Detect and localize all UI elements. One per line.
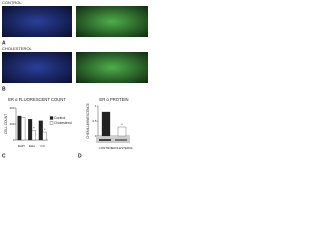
chart-title: ER α PROTEIN [99, 97, 128, 102]
figure: CONTROL A CHOLESTEROL B C D ER α FLUORES… [2, 0, 148, 159]
dapi-image [2, 52, 72, 83]
chart-title: ER α FLUORESCENT COUNT [8, 97, 66, 102]
merged-image [76, 6, 148, 37]
y-tick-label: 0 [13, 138, 15, 142]
y-tick-label: 100 [9, 122, 14, 126]
x-tick-label: CONTROL [99, 146, 114, 150]
bar [28, 119, 33, 141]
x-tick-label: CO [40, 144, 45, 148]
y-axis-label: CHEMILUMINESCENCE [86, 103, 90, 139]
blot-band [99, 139, 111, 141]
bar [42, 131, 47, 141]
y-tick-label: 0.5 [92, 119, 97, 123]
bar [17, 115, 22, 141]
control-label: CONTROL [2, 0, 22, 5]
blot-band [115, 139, 127, 141]
merged-image [76, 52, 148, 83]
dapi-image [2, 6, 72, 37]
y-axis-label: CELL COUNT [4, 114, 8, 134]
x-tick-label: CHOLESTEROL [111, 146, 134, 150]
bar [117, 126, 127, 137]
bar [31, 130, 36, 141]
annotation: * [44, 127, 46, 132]
y-tick-label: 0 [95, 134, 97, 138]
y-tick-label: 200 [9, 106, 14, 110]
x-tick-label: ERα [29, 144, 35, 148]
bar [101, 111, 111, 137]
legend-swatch [49, 121, 54, 125]
x-tick-label: DAPI [18, 144, 25, 148]
legend-swatch [49, 116, 54, 120]
legend-label: Cholesterol [54, 121, 72, 125]
bar [21, 117, 26, 141]
cholesterol-label: CHOLESTEROL [2, 46, 33, 51]
panel-label: C [2, 153, 6, 159]
y-tick-label: 1 [95, 104, 97, 108]
panel-label: D [78, 153, 82, 159]
annotation: * [33, 125, 35, 130]
legend-label: Control [54, 116, 66, 120]
panel-label: A [2, 40, 6, 46]
bar [38, 120, 43, 141]
annotation: * [121, 122, 123, 127]
blot-image [96, 137, 130, 143]
panel-label: B [2, 86, 6, 92]
